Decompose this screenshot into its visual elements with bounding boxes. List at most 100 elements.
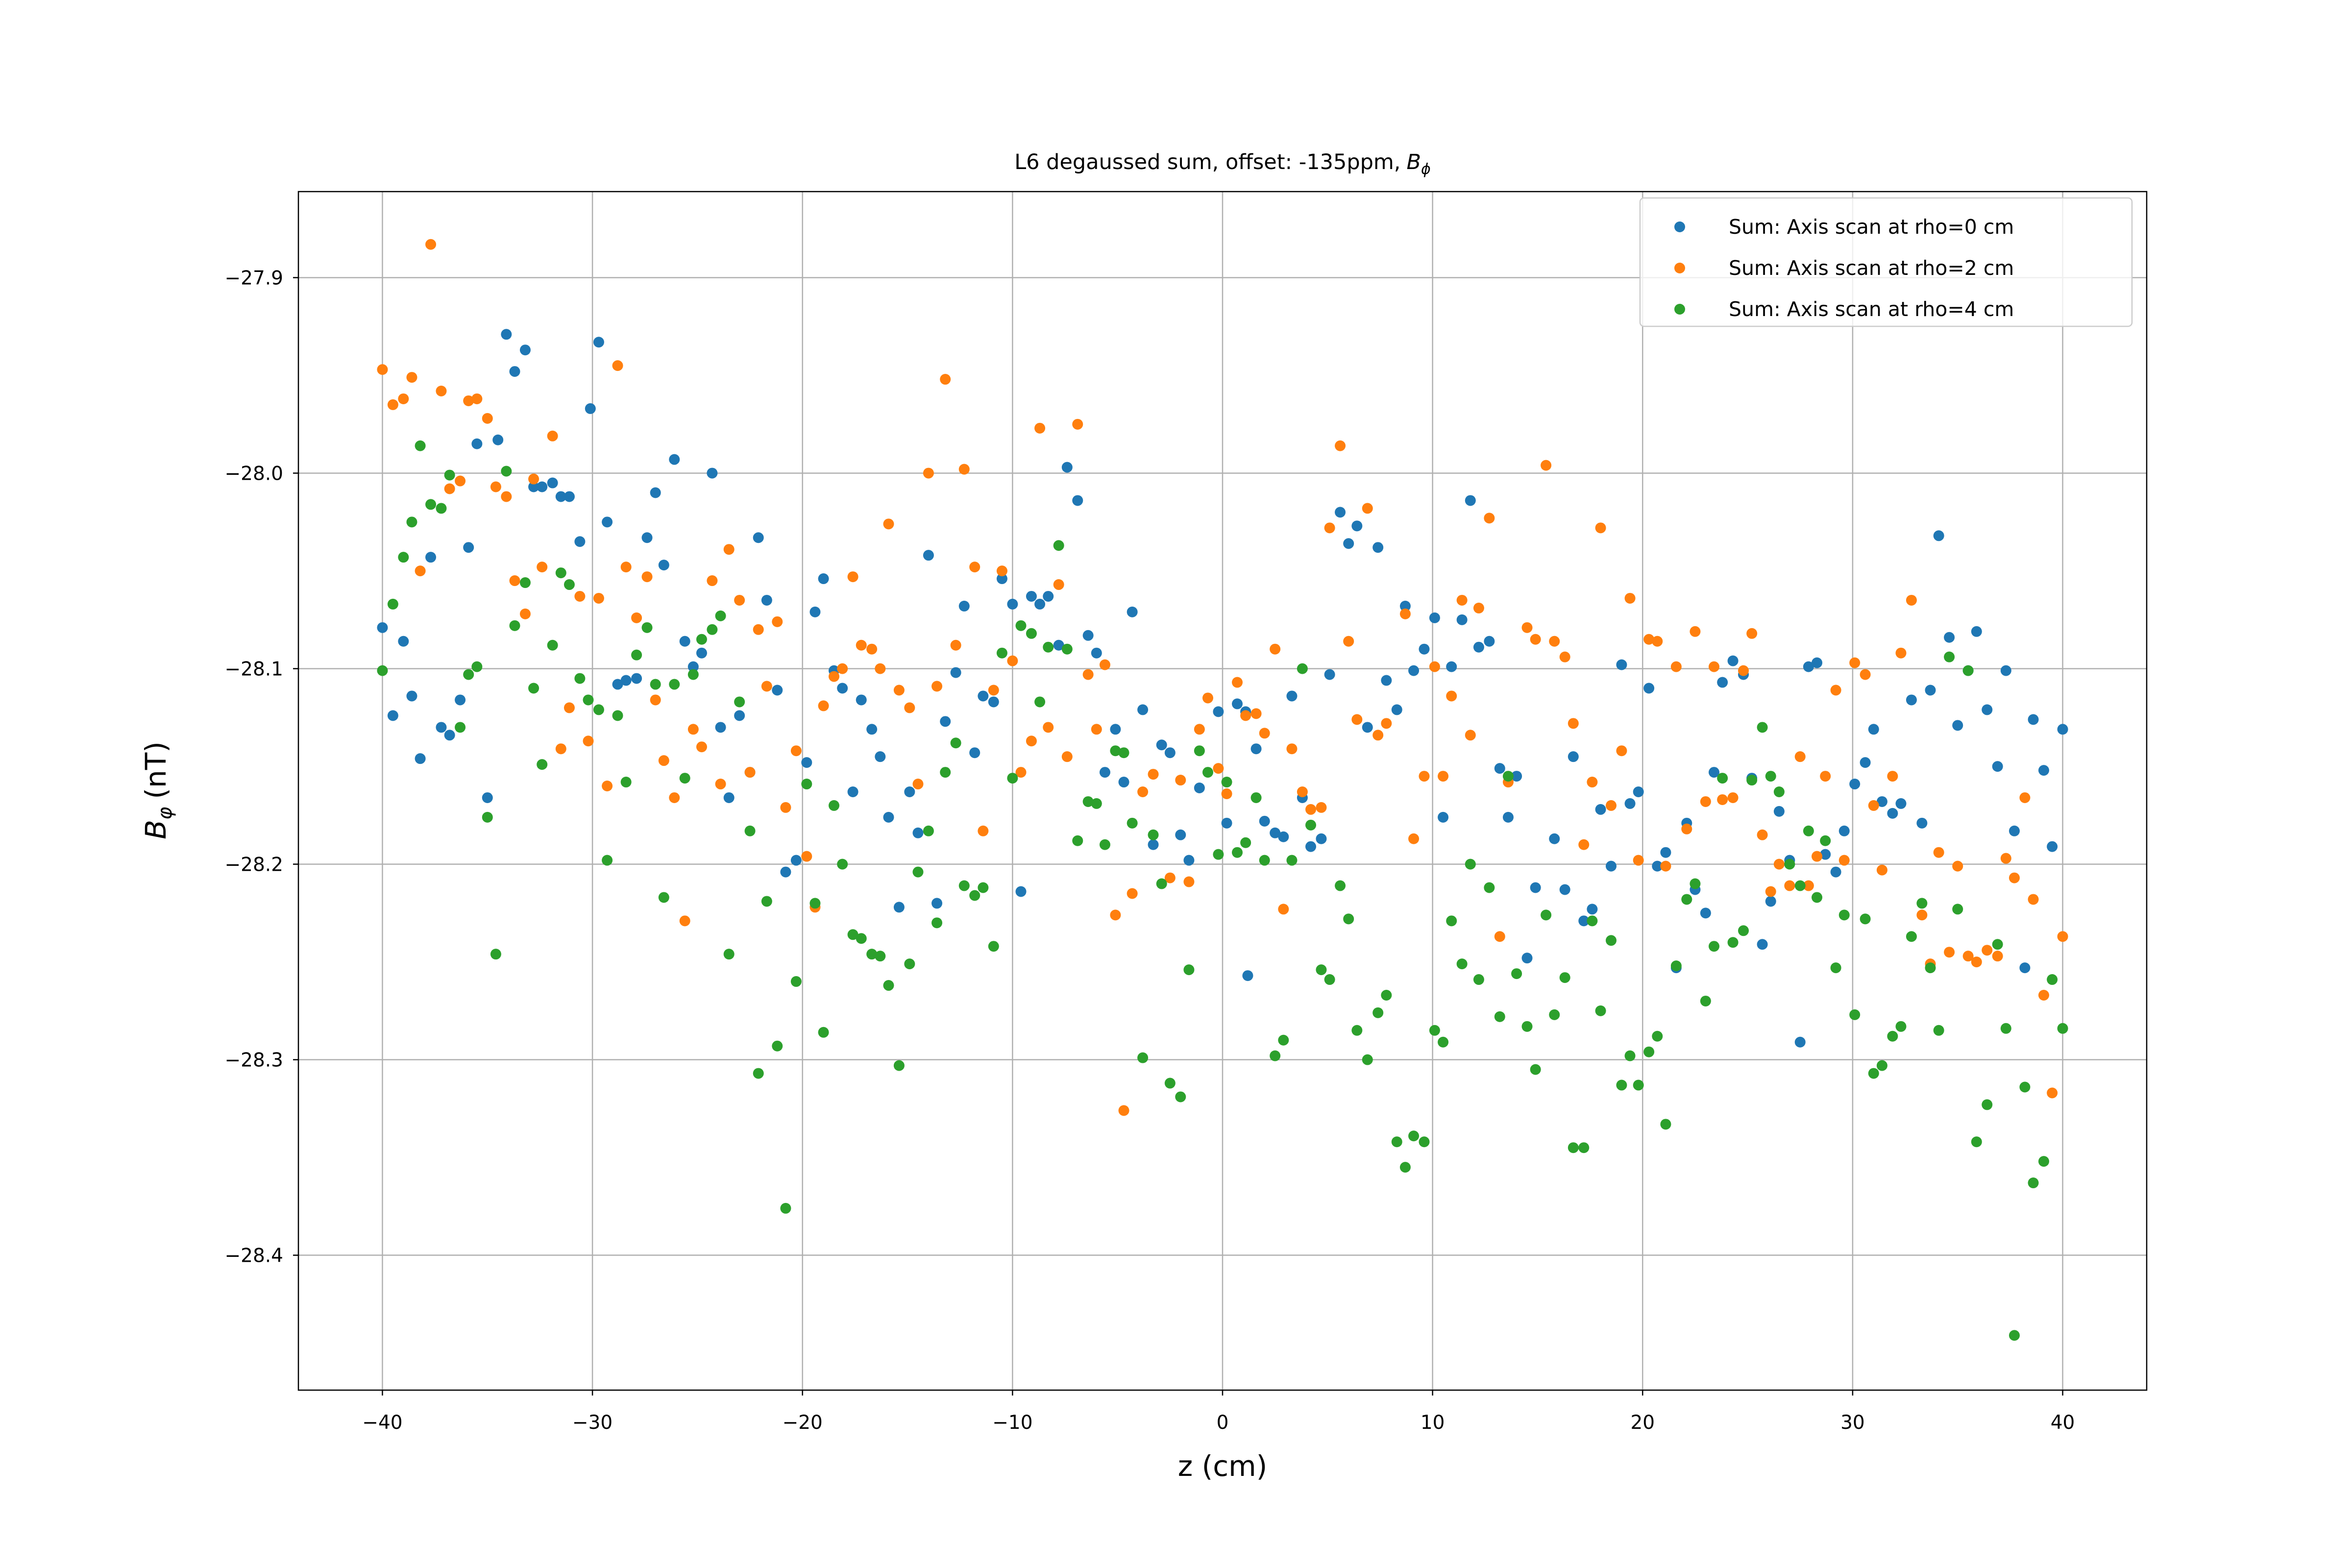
scatter-point bbox=[707, 624, 718, 635]
scatter-point bbox=[455, 475, 466, 487]
scatter-point bbox=[866, 724, 878, 735]
scatter-point bbox=[471, 661, 483, 672]
scatter-point bbox=[931, 681, 943, 692]
legend: Sum: Axis scan at rho=0 cm Sum: Axis scan… bbox=[1639, 197, 2133, 327]
scatter-point bbox=[1072, 495, 1083, 506]
scatter-point bbox=[801, 757, 812, 768]
scatter-point bbox=[1250, 792, 1262, 803]
scatter-point bbox=[602, 855, 613, 866]
scatter-point bbox=[377, 622, 388, 633]
x-tick-label: −10 bbox=[992, 1412, 1032, 1434]
scatter-point bbox=[1061, 751, 1073, 762]
scatter-point bbox=[1381, 675, 1392, 686]
scatter-point bbox=[519, 608, 531, 619]
scatter-point bbox=[1838, 825, 1850, 836]
scatter-point bbox=[1053, 540, 1064, 551]
legend-frame bbox=[1639, 197, 2133, 327]
scatter-point bbox=[1473, 974, 1484, 985]
scatter-point bbox=[923, 467, 934, 479]
scatter-point bbox=[734, 710, 745, 721]
scatter-point bbox=[837, 663, 848, 674]
scatter-point bbox=[1860, 913, 1871, 925]
scatter-point bbox=[2000, 853, 2011, 864]
scatter-point bbox=[650, 487, 661, 498]
scatter-point bbox=[1324, 669, 1335, 680]
scatter-point bbox=[1916, 817, 1928, 829]
scatter-point bbox=[1213, 706, 1224, 717]
scatter-point bbox=[658, 560, 669, 571]
scatter-point bbox=[1982, 1099, 1993, 1110]
scatter-point bbox=[1240, 837, 1251, 848]
scatter-point bbox=[1446, 690, 1457, 702]
scatter-point bbox=[715, 779, 726, 790]
scatter-point bbox=[2019, 792, 2031, 803]
scatter-point bbox=[490, 481, 501, 492]
scatter-point bbox=[471, 393, 483, 404]
scatter-point bbox=[1305, 819, 1317, 831]
scatter-point bbox=[1061, 643, 1073, 655]
legend-marker bbox=[1674, 304, 1685, 315]
scatter-point bbox=[547, 639, 558, 651]
scatter-point bbox=[1690, 626, 1701, 637]
scatter-point bbox=[856, 694, 867, 706]
scatter-point bbox=[931, 917, 943, 929]
scatter-point bbox=[837, 683, 848, 694]
scatter-point bbox=[1213, 763, 1224, 774]
scatter-point bbox=[1391, 1136, 1402, 1148]
scatter-point bbox=[1944, 947, 1955, 958]
scatter-point bbox=[1502, 811, 1514, 823]
scatter-point bbox=[1820, 771, 1831, 782]
scatter-point bbox=[519, 344, 531, 356]
scatter-point bbox=[1305, 841, 1317, 852]
scatter-point bbox=[1709, 661, 1720, 672]
scatter-point bbox=[744, 767, 756, 778]
x-tick-label: −30 bbox=[572, 1412, 612, 1434]
scatter-point bbox=[1643, 683, 1655, 694]
scatter-point bbox=[772, 1040, 783, 1052]
scatter-point bbox=[455, 722, 466, 733]
scatter-point bbox=[1952, 720, 1963, 731]
scatter-point bbox=[1446, 915, 1457, 927]
scatter-point bbox=[1381, 718, 1392, 729]
scatter-point bbox=[1419, 1136, 1430, 1148]
scatter-point bbox=[425, 239, 437, 250]
scatter-point bbox=[1794, 880, 1806, 891]
scatter-point bbox=[1026, 735, 1037, 747]
scatter-point bbox=[555, 743, 566, 755]
scatter-point bbox=[2057, 724, 2068, 735]
scatter-point bbox=[1933, 847, 1944, 858]
scatter-point bbox=[715, 610, 726, 621]
scatter-point bbox=[1521, 953, 1533, 964]
scatter-point bbox=[1494, 1011, 1505, 1022]
scatter-point bbox=[1992, 939, 2003, 950]
scatter-point bbox=[1595, 522, 1606, 534]
scatter-point bbox=[923, 550, 934, 561]
scatter-point bbox=[1757, 939, 1768, 950]
scatter-point bbox=[1242, 970, 1253, 981]
scatter-point bbox=[1053, 579, 1064, 590]
scatter-point bbox=[1670, 960, 1682, 972]
scatter-point bbox=[1240, 710, 1251, 721]
scatter-point bbox=[1700, 907, 1711, 919]
scatter-point bbox=[1933, 1025, 1944, 1036]
scatter-point bbox=[1933, 530, 1944, 541]
scatter-point bbox=[1830, 962, 1841, 974]
scatter-point bbox=[547, 430, 558, 441]
scatter-point bbox=[1849, 779, 1861, 790]
scatter-point bbox=[463, 542, 474, 553]
y-label-unit: (nT) bbox=[139, 741, 172, 799]
scatter-point bbox=[931, 898, 943, 909]
scatter-point bbox=[455, 694, 466, 706]
scatter-point bbox=[583, 735, 594, 747]
scatter-point bbox=[790, 745, 802, 757]
scatter-point bbox=[1194, 724, 1205, 735]
scatter-point bbox=[406, 690, 417, 702]
scatter-point bbox=[612, 360, 623, 371]
scatter-point bbox=[1127, 888, 1138, 899]
scatter-point bbox=[1429, 1025, 1440, 1036]
scatter-point bbox=[761, 896, 772, 907]
scatter-point bbox=[1484, 636, 1495, 647]
scatter-point bbox=[1456, 614, 1468, 625]
scatter-point bbox=[1137, 786, 1149, 797]
y-tick-label: −27.9 bbox=[224, 268, 283, 290]
